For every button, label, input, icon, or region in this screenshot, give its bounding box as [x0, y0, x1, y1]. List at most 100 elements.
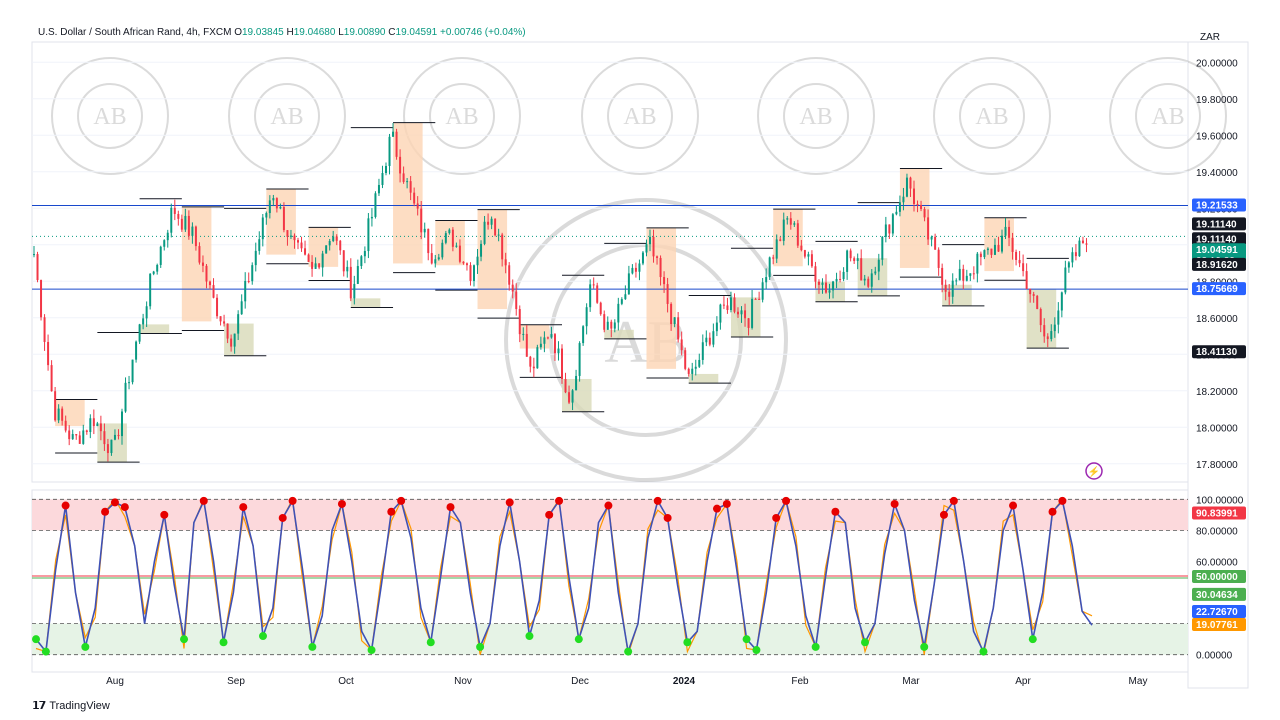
oversold-dot: [979, 647, 988, 656]
overbought-dot: [1009, 501, 1018, 510]
candle-body: [36, 254, 39, 281]
candle-body: [951, 280, 954, 297]
chart-header: U.S. Dollar / South African Rand, 4h, FX…: [38, 27, 526, 38]
osc-label-box: [1192, 570, 1246, 583]
candle-body: [888, 224, 891, 234]
candle-body: [874, 271, 877, 274]
candle-body: [539, 343, 542, 348]
price-label-box: [1192, 232, 1246, 246]
candle-body: [796, 223, 799, 246]
price-tick-label: 19.60000: [1196, 131, 1238, 142]
candle-body: [934, 236, 937, 250]
watermark-inner-ring: [254, 83, 320, 149]
candle-body: [895, 211, 898, 215]
candle-body: [145, 306, 148, 319]
candle-body: [1025, 271, 1028, 289]
candle-body: [884, 224, 887, 237]
osc-label-box: [1192, 587, 1246, 601]
candle-body: [765, 277, 768, 283]
candle-body: [377, 184, 380, 194]
candle-body: [782, 219, 785, 241]
watermark-letters: AB: [623, 104, 656, 130]
oversold-dot: [367, 646, 376, 655]
demand-zone: [350, 298, 381, 308]
candle-body: [138, 324, 141, 342]
candle-body: [43, 317, 46, 342]
overbought-dot: [199, 496, 208, 505]
candle-body: [244, 280, 247, 302]
candle-body: [187, 215, 190, 236]
candle-body: [121, 411, 123, 437]
candle-body: [388, 136, 391, 166]
candle-body: [529, 356, 532, 367]
oversold-dot: [180, 635, 189, 644]
candle-body: [78, 435, 81, 444]
candle-body: [722, 304, 725, 306]
candle-body: [416, 203, 419, 209]
candle-body: [318, 263, 321, 268]
candle-body: [726, 305, 729, 311]
supply-zone: [393, 122, 423, 264]
candle-body: [814, 266, 817, 282]
candle-body: [684, 350, 687, 369]
open-value: 19.03845: [241, 27, 284, 38]
candle-body: [754, 298, 757, 300]
candle-body: [585, 307, 588, 327]
price-label-text: 18.91620: [1196, 260, 1238, 271]
candle-body: [304, 248, 307, 255]
candle-body: [842, 271, 845, 280]
candle-body: [666, 284, 669, 304]
candle-body: [297, 240, 299, 243]
candle-body: [663, 277, 666, 285]
candle-body: [504, 259, 507, 266]
price-label-box: [1192, 217, 1246, 231]
candle-body: [860, 258, 863, 281]
low-value: 19.00890: [343, 27, 386, 38]
candle-body: [993, 244, 996, 255]
candle-body: [631, 267, 634, 274]
candle-body: [434, 259, 437, 264]
candle-body: [793, 223, 796, 225]
candle-body: [525, 333, 528, 357]
candle-body: [578, 343, 581, 376]
watermark-inner-ring: [1135, 83, 1201, 149]
candle-body: [1029, 288, 1032, 295]
candle-body: [201, 262, 204, 266]
price-label-box: [1192, 257, 1246, 271]
candle-body: [592, 284, 595, 286]
candle-body: [839, 278, 842, 280]
candle-body: [898, 202, 901, 212]
candle-body: [817, 281, 820, 285]
candle-body: [261, 217, 264, 240]
candle-body: [1015, 251, 1018, 260]
brand-label: TradingView: [49, 699, 110, 712]
supply-zone: [646, 227, 677, 369]
candle-body: [715, 322, 718, 332]
candle-body: [1078, 240, 1081, 257]
overbought-dot: [939, 510, 948, 519]
candle-body: [82, 430, 85, 444]
candle-body: [620, 299, 623, 304]
candle-body: [230, 338, 233, 347]
candle-body: [469, 265, 472, 281]
candle-body: [497, 234, 500, 236]
candle-body: [149, 273, 152, 307]
candle-body: [972, 273, 975, 275]
candle-body: [1085, 243, 1088, 245]
zone-boxes: [55, 122, 1069, 463]
candle-body: [64, 420, 67, 431]
candle-body: [332, 236, 335, 242]
candle-body: [465, 263, 468, 266]
candle-body: [744, 310, 747, 319]
overbought-dot: [890, 499, 899, 508]
candle-body: [233, 333, 236, 347]
osc-label-text: 30.04634: [1196, 590, 1238, 601]
osc-tick-label: 100.00000: [1196, 495, 1244, 506]
candle-body: [761, 282, 764, 300]
watermark-inner-ring: [429, 83, 495, 149]
candle-body: [166, 232, 169, 241]
candle-body: [677, 317, 680, 340]
candle-body: [1050, 331, 1053, 340]
overbought-dot: [337, 499, 346, 508]
